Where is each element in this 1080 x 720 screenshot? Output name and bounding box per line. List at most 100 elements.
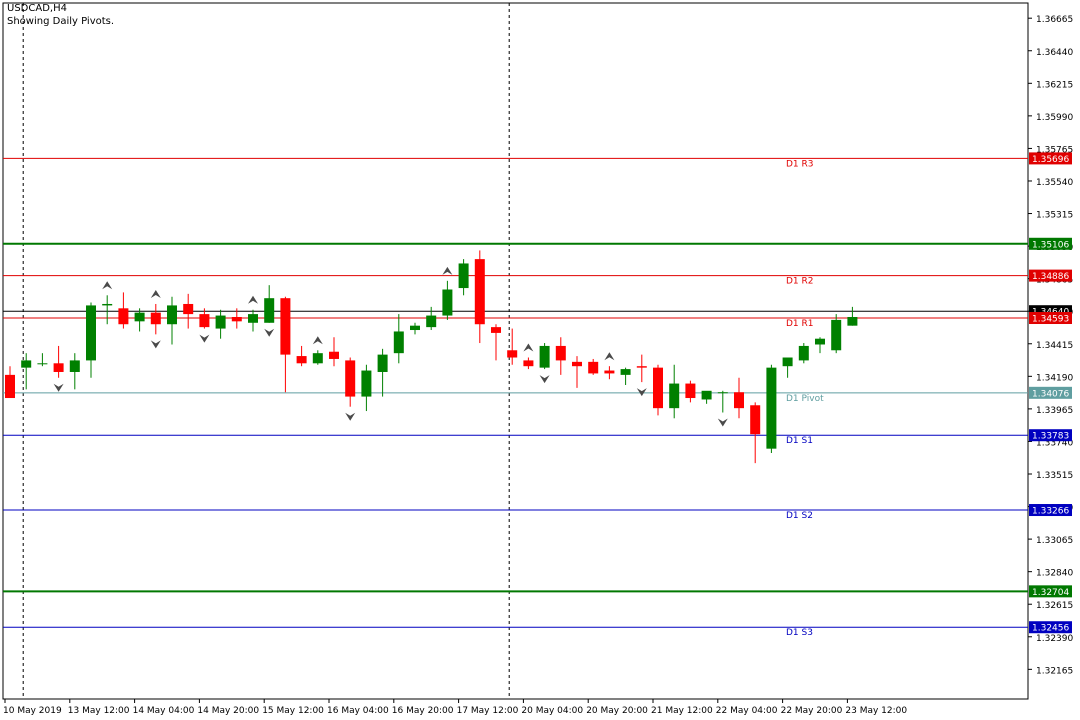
candle-body[interactable] [21, 360, 32, 368]
candle-body[interactable] [426, 315, 437, 328]
price-tag [1029, 429, 1072, 442]
y-tick-label: 1.32390 [1036, 634, 1073, 644]
fractal-down-icon [53, 383, 64, 392]
candle-body[interactable] [636, 366, 647, 368]
candle-body[interactable] [296, 356, 307, 364]
candle-body[interactable] [329, 351, 339, 359]
candle-body[interactable] [118, 308, 129, 325]
fractal-down-icon [199, 334, 210, 343]
candle-body[interactable] [604, 370, 615, 374]
candle-body[interactable] [523, 360, 534, 367]
candle-body[interactable] [798, 345, 809, 361]
fractal-up-icon [248, 295, 258, 304]
x-tick-label: 17 May 12:00 [457, 706, 519, 716]
y-tick-label: 1.33740 [1036, 438, 1073, 448]
candle-body[interactable] [588, 361, 599, 374]
plot-frame [2, 2, 1029, 700]
x-tick-label: 22 May 20:00 [781, 706, 843, 716]
x-tick-label: 23 May 12:00 [845, 706, 907, 716]
y-tick-label: 1.33515 [1036, 471, 1073, 481]
candle-body[interactable] [231, 316, 242, 322]
candle-body[interactable] [555, 345, 566, 361]
price-tag-label: 1.32456 [1032, 624, 1069, 634]
candle-body[interactable] [361, 370, 372, 397]
price-tag-label: 1.33783 [1032, 432, 1069, 442]
y-tick-label: 1.33065 [1036, 536, 1073, 546]
price-tag [1029, 312, 1072, 325]
candle-body[interactable] [620, 369, 631, 375]
candle-body[interactable] [345, 360, 356, 397]
fractal-up-icon [150, 289, 161, 298]
y-tick-label: 1.34190 [1036, 373, 1073, 383]
candle-body[interactable] [5, 374, 15, 399]
candle-body[interactable] [701, 390, 712, 400]
x-tick-label: 20 May 20:00 [586, 706, 648, 716]
fractal-up-icon [523, 343, 534, 352]
candle-body[interactable] [183, 303, 194, 315]
candle-body[interactable] [264, 298, 275, 323]
candle-body[interactable] [215, 315, 226, 329]
candle-body[interactable] [312, 353, 323, 364]
price-tag-label: 1.33266 [1032, 507, 1069, 517]
candle-body[interactable] [507, 350, 518, 358]
candle-body[interactable] [37, 363, 48, 365]
candle-body[interactable] [248, 314, 258, 323]
price-tag [1029, 585, 1072, 598]
candle-body[interactable] [669, 383, 680, 409]
fractal-up-icon [604, 352, 615, 361]
candle-body[interactable] [782, 357, 793, 367]
candle-body[interactable] [831, 319, 842, 351]
candle-body[interactable] [717, 392, 728, 394]
fractal-up-icon [102, 281, 113, 290]
candle-body[interactable] [572, 361, 582, 367]
candle-body[interactable] [102, 303, 113, 306]
candle-body[interactable] [199, 314, 210, 328]
candle-body[interactable] [377, 354, 388, 372]
candle-body[interactable] [491, 327, 501, 333]
candle-body[interactable] [539, 345, 550, 368]
candle-body[interactable] [766, 367, 777, 449]
x-tick-label: 14 May 04:00 [133, 706, 195, 716]
candle-body[interactable] [167, 305, 177, 325]
candle-body[interactable] [393, 331, 404, 354]
candle-body[interactable] [53, 363, 64, 372]
candle-body[interactable] [442, 289, 453, 316]
y-tick-label: 1.35765 [1036, 145, 1073, 155]
fractal-down-icon [345, 412, 356, 421]
candle-body[interactable] [474, 259, 485, 325]
price-tag-label: 1.34593 [1032, 315, 1069, 325]
candle-body[interactable] [280, 298, 291, 355]
candle-body[interactable] [86, 305, 96, 361]
price-tag-label: 1.34886 [1032, 272, 1069, 282]
x-tick-label: 16 May 20:00 [392, 706, 454, 716]
candle-body[interactable] [134, 312, 145, 322]
level-label: D1 S1 [786, 436, 813, 446]
x-tick-label: 21 May 12:00 [651, 706, 713, 716]
price-tag-label: 1.34076 [1032, 389, 1069, 399]
y-tick-label: 1.35540 [1036, 178, 1073, 188]
x-tick-label: 10 May 2019 [3, 706, 62, 716]
candle-body[interactable] [815, 338, 825, 345]
price-tag [1029, 152, 1072, 165]
level-label: D1 R3 [786, 159, 814, 169]
candle-body[interactable] [847, 316, 858, 326]
y-tick-label: 1.33965 [1036, 406, 1073, 416]
candle-body[interactable] [458, 263, 469, 289]
price-tag [1029, 386, 1072, 399]
price-tag [1029, 621, 1072, 634]
candle-body[interactable] [150, 312, 161, 325]
candle-body[interactable] [69, 360, 80, 372]
candle-body[interactable] [734, 392, 744, 409]
level-label: D1 Pivot [786, 394, 824, 404]
candle-body[interactable] [685, 383, 696, 399]
x-tick-label: 16 May 04:00 [327, 706, 389, 716]
price-tag [1029, 237, 1072, 250]
candle-body[interactable] [410, 325, 420, 331]
candle-body[interactable] [750, 405, 761, 435]
y-tick-label: 1.36665 [1036, 15, 1073, 25]
candle-body[interactable] [653, 367, 663, 409]
price-tag-label: 1.35696 [1032, 155, 1069, 165]
y-tick-label: 1.36215 [1036, 80, 1073, 90]
x-tick-label: 22 May 04:00 [716, 706, 778, 716]
